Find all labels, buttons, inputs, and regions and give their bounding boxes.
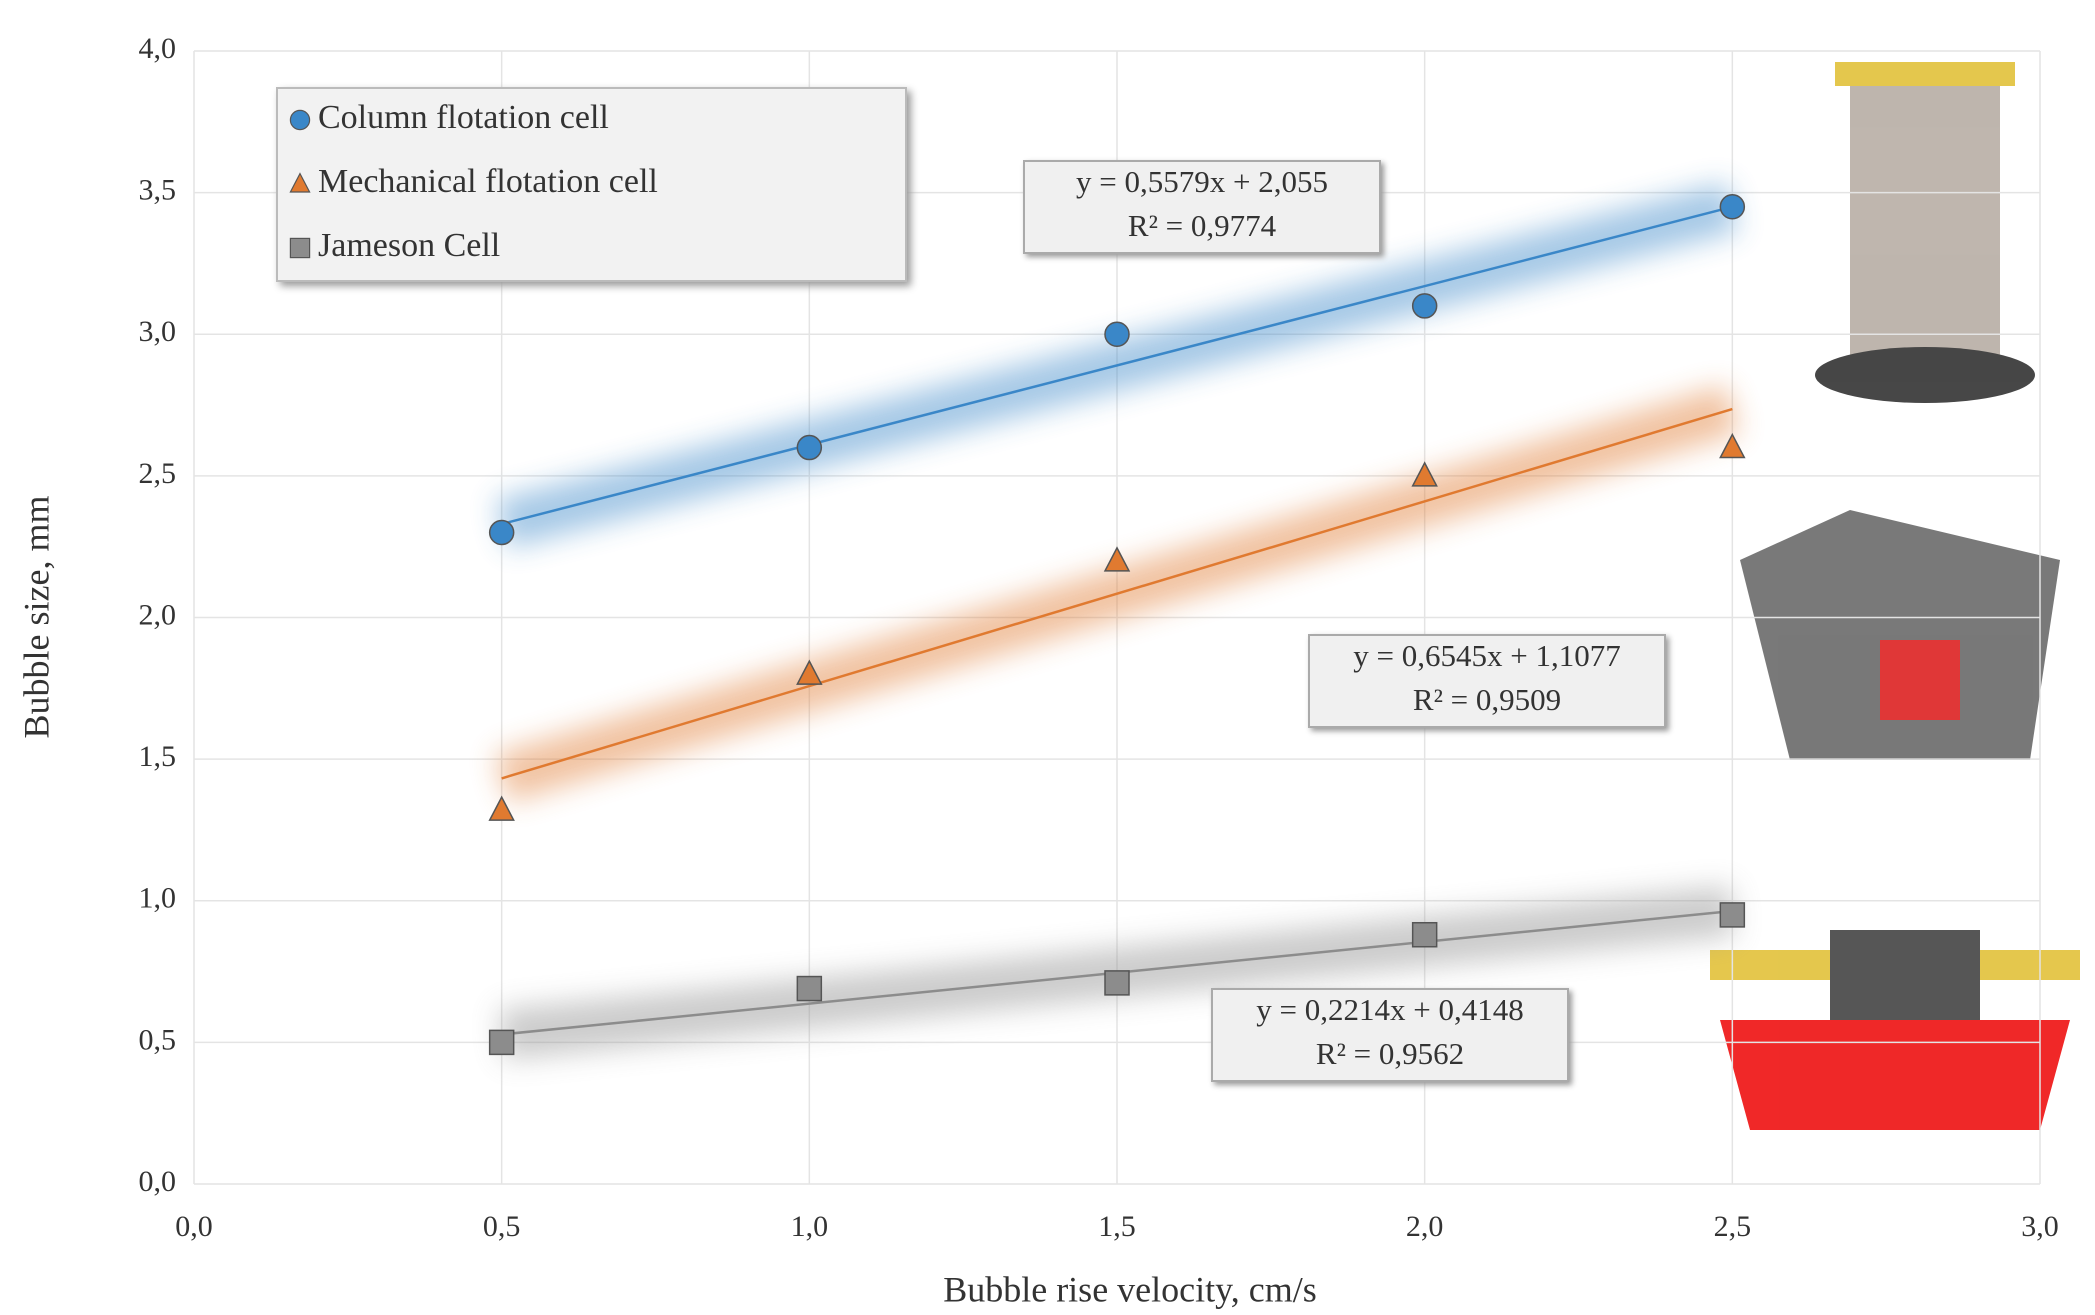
legend-marker bbox=[290, 238, 309, 257]
equation-box: y = 0,5579x + 2,055 R² = 0,9774 bbox=[1024, 161, 1380, 253]
y-tick-label: 0,5 bbox=[139, 1023, 177, 1056]
x-axis-label: Bubble rise velocity, cm/s bbox=[943, 1269, 1317, 1309]
y-tick-label: 4,0 bbox=[139, 32, 177, 65]
legend-label: Mechanical flotation cell bbox=[318, 163, 658, 200]
legend-label: Column flotation cell bbox=[318, 99, 609, 136]
point bbox=[490, 1030, 514, 1054]
y-tick-label: 1,0 bbox=[139, 882, 177, 915]
point bbox=[1105, 322, 1129, 346]
y-tick-label: 2,5 bbox=[139, 457, 177, 490]
x-tick-label: 0,5 bbox=[483, 1210, 521, 1243]
chart: Bubble size, mm Bubble rise velocity, cm… bbox=[0, 0, 2095, 1315]
annotation-text: R² = 0,9562 bbox=[1316, 1036, 1464, 1071]
legend-label: Jameson Cell bbox=[318, 227, 500, 264]
annotation-text: R² = 0,9774 bbox=[1128, 208, 1277, 243]
x-tick-label: 1,0 bbox=[791, 1210, 829, 1243]
annotation-text: R² = 0,9509 bbox=[1413, 682, 1561, 717]
x-tick-label: 3,0 bbox=[2021, 1210, 2059, 1243]
point bbox=[1413, 294, 1437, 318]
y-tick-label: 1,5 bbox=[139, 740, 177, 773]
y-tick-label: 2,0 bbox=[139, 598, 177, 631]
point bbox=[1105, 548, 1129, 571]
legend: Column flotation cell Mechanical flotatio… bbox=[277, 88, 906, 281]
point bbox=[1413, 923, 1437, 947]
point bbox=[490, 521, 514, 545]
point bbox=[1105, 971, 1129, 995]
x-tick-label: 2,0 bbox=[1406, 1210, 1444, 1243]
point bbox=[797, 436, 821, 460]
equation-box: y = 0,2214x + 0,4148 R² = 0,9562 bbox=[1212, 989, 1568, 1081]
equation-box: y = 0,6545x + 1,1077 R² = 0,9509 bbox=[1309, 635, 1665, 727]
point bbox=[797, 977, 821, 1001]
x-tick-label: 2,5 bbox=[1714, 1210, 1752, 1243]
legend-marker bbox=[290, 110, 309, 129]
annotation-text: y = 0,5579x + 2,055 bbox=[1076, 164, 1328, 199]
equipment-illustrations bbox=[1710, 62, 2080, 1130]
annotation-text: y = 0,6545x + 1,1077 bbox=[1353, 638, 1620, 673]
y-axis-label: Bubble size, mm bbox=[16, 496, 56, 739]
x-tick-label: 0,0 bbox=[175, 1210, 213, 1243]
y-tick-label: 0,0 bbox=[139, 1165, 177, 1198]
point bbox=[1720, 435, 1744, 458]
point bbox=[1720, 195, 1744, 219]
point bbox=[1720, 903, 1744, 927]
annotation-text: y = 0,2214x + 0,4148 bbox=[1256, 992, 1523, 1027]
y-tick-label: 3,0 bbox=[139, 315, 177, 348]
x-tick-label: 1,5 bbox=[1098, 1210, 1136, 1243]
y-tick-label: 3,5 bbox=[139, 174, 177, 207]
